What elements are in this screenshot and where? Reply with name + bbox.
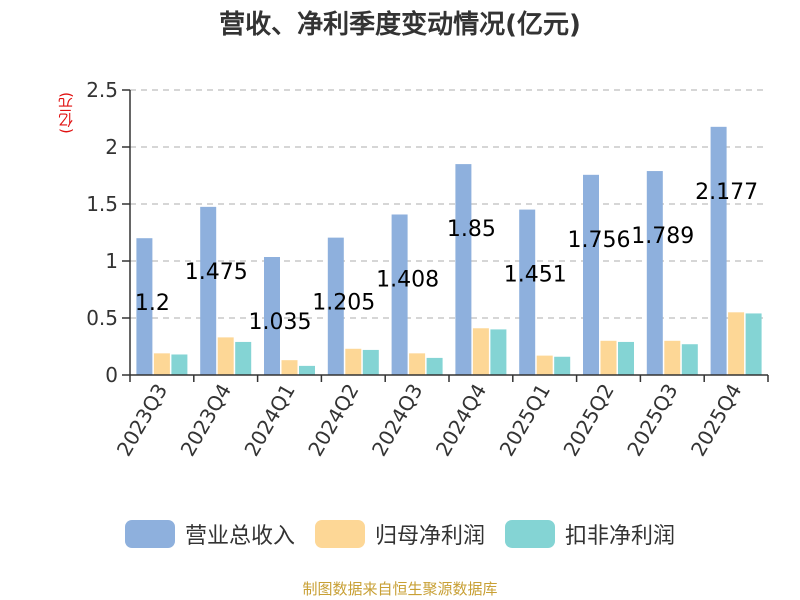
bar-revenue[interactable] <box>327 237 344 375</box>
bar-revenue[interactable] <box>264 257 280 375</box>
bar-deducted-profit[interactable] <box>235 341 252 375</box>
y-tick-label: 0 <box>105 363 118 387</box>
bar-revenue[interactable] <box>583 174 599 375</box>
x-tick-label: 2024Q3 <box>367 380 427 461</box>
bar-net-profit[interactable] <box>664 340 681 375</box>
y-tick-label: 2 <box>105 135 118 159</box>
bar-net-profit[interactable] <box>728 312 745 375</box>
bar-revenue[interactable] <box>200 206 217 375</box>
bar-net-profit[interactable] <box>600 340 617 375</box>
bar-deducted-profit[interactable] <box>171 354 188 375</box>
legend-item-revenue[interactable]: 营业总收入 <box>124 518 295 550</box>
bar-net-profit[interactable] <box>153 353 170 375</box>
legend-swatch <box>505 520 555 548</box>
x-tick-label: 2025Q3 <box>622 380 682 461</box>
legend: 营业总收入 归母净利润 扣非净利润 <box>0 518 800 550</box>
data-label: 1.756 <box>568 228 631 253</box>
bar-net-profit[interactable] <box>472 328 489 375</box>
bar-net-profit[interactable] <box>345 348 362 375</box>
y-tick-label: 1 <box>105 249 118 273</box>
bars <box>136 126 762 376</box>
source-note: 制图数据来自恒生聚源数据库 <box>302 580 498 598</box>
x-tick-label: 2025Q1 <box>495 380 555 461</box>
x-tick-label: 2024Q2 <box>303 380 363 461</box>
bar-deducted-profit[interactable] <box>554 356 571 375</box>
data-label: 1.035 <box>249 310 312 335</box>
data-label: 1.451 <box>504 263 567 288</box>
legend-swatch <box>314 520 365 548</box>
bar-deducted-profit[interactable] <box>745 313 762 375</box>
legend-swatch <box>124 520 175 548</box>
y-axis-unit: (亿元) <box>57 92 75 134</box>
bar-net-profit[interactable] <box>217 337 234 375</box>
x-tick-label: 2025Q4 <box>686 380 746 461</box>
bar-revenue[interactable] <box>391 214 408 375</box>
y-tick-label: 2.5 <box>86 78 118 102</box>
bar-revenue[interactable] <box>646 171 663 375</box>
data-label: 1.205 <box>312 291 375 316</box>
legend-item-net-profit[interactable]: 归母净利润 <box>314 518 485 550</box>
data-label: 2.177 <box>695 180 758 205</box>
bar-revenue[interactable] <box>710 126 727 376</box>
bar-net-profit[interactable] <box>409 353 426 375</box>
y-tick-label: 1.5 <box>86 192 118 216</box>
bar-revenue[interactable] <box>455 164 472 375</box>
data-label: 1.2 <box>135 291 170 316</box>
legend-label: 归母净利润 <box>374 524 485 549</box>
x-tick-label: 2025Q2 <box>558 380 618 461</box>
x-tick-label: 2024Q1 <box>239 380 299 461</box>
bar-revenue[interactable] <box>519 209 536 375</box>
bar-deducted-profit[interactable] <box>362 349 379 375</box>
y-tick-label: 0.5 <box>86 306 118 330</box>
data-label: 1.789 <box>631 224 694 249</box>
data-label: 1.408 <box>376 267 439 292</box>
bar-deducted-profit[interactable] <box>681 344 698 375</box>
x-tick-label: 2023Q4 <box>176 380 236 461</box>
bar-deducted-profit[interactable] <box>490 329 507 375</box>
bar-deducted-profit[interactable] <box>426 357 443 375</box>
bar-revenue[interactable] <box>136 238 153 375</box>
data-label: 1.475 <box>185 260 248 285</box>
legend-item-deducted-profit[interactable]: 扣非净利润 <box>505 518 675 550</box>
bar-deducted-profit[interactable] <box>618 341 634 375</box>
x-tick-label: 2024Q4 <box>431 380 491 461</box>
legend-label: 扣非净利润 <box>565 524 676 549</box>
bar-net-profit[interactable] <box>536 355 553 375</box>
data-label: 1.85 <box>447 217 496 242</box>
bar-net-profit[interactable] <box>281 360 298 375</box>
x-tick-label: 2023Q3 <box>112 380 172 461</box>
legend-label: 营业总收入 <box>184 524 295 549</box>
chart-title: 营收、净利季度变动情况(亿元) <box>219 10 581 40</box>
bar-deducted-profit[interactable] <box>299 365 315 375</box>
